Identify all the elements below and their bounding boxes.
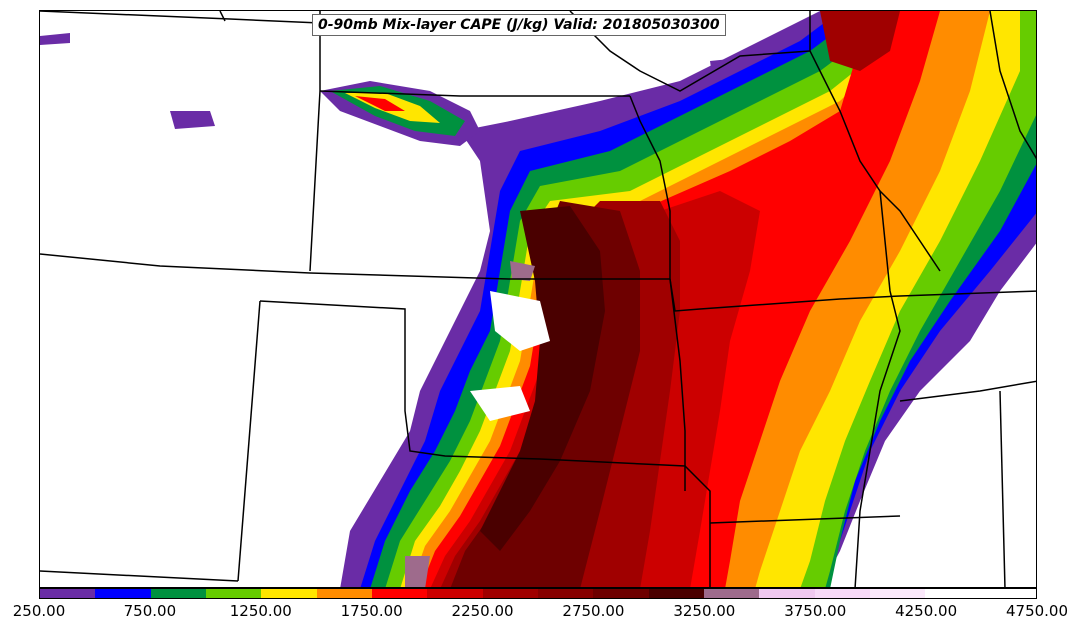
- colorbar-segment: [925, 589, 981, 598]
- colorbar-tick-label: 4750.00: [1005, 602, 1069, 620]
- colorbar-segment: [95, 589, 151, 598]
- colorbar-segment: [703, 589, 760, 598]
- colorbar-tick-label: 250.00: [12, 602, 66, 620]
- colorbar-segment: [427, 589, 483, 598]
- state-boundaries: [40, 11, 1036, 587]
- colorbar-tick-label: 1250.00: [229, 602, 292, 620]
- colorbar-segment: [648, 589, 704, 598]
- map-panel: [39, 10, 1037, 588]
- colorbar-tick-label: 750.00: [123, 602, 177, 620]
- colorbar: [39, 588, 1037, 599]
- colorbar-tick-label: 3750.00: [784, 602, 847, 620]
- colorbar-tick-labels: 250.00 750.00 1250.00 1750.00 2250.00 2750.00…: [0, 602, 1081, 622]
- colorbar-tick-label: 1750.00: [340, 602, 403, 620]
- cape-ne-core: [820, 11, 900, 71]
- colorbar-tick-label: 2250.00: [451, 602, 514, 620]
- colorbar-segment: [482, 589, 538, 598]
- cape-fill-layers: [40, 11, 1036, 587]
- colorbar-segment: [593, 589, 649, 598]
- colorbar-segment: [371, 589, 428, 598]
- map-title: 0-90mb Mix-layer CAPE (J/kg) Valid: 2018…: [312, 14, 726, 36]
- colorbar-segment: [869, 589, 926, 598]
- colorbar-tick-label: 2750.00: [562, 602, 625, 620]
- colorbar-segment: [150, 589, 206, 598]
- colorbar-tick-label: 4250.00: [895, 602, 958, 620]
- colorbar-segment: [537, 589, 594, 598]
- colorbar-segment: [316, 589, 372, 598]
- colorbar-segment: [261, 589, 317, 598]
- cape-contour-map: [40, 11, 1036, 587]
- colorbar-segment: [980, 589, 1036, 598]
- colorbar-segment: [40, 589, 96, 598]
- colorbar-segment: [205, 589, 262, 598]
- colorbar-segment: [814, 589, 870, 598]
- colorbar-tick-label: 3250.00: [673, 602, 736, 620]
- colorbar-segment: [759, 589, 815, 598]
- cape-band-3250: [480, 206, 605, 551]
